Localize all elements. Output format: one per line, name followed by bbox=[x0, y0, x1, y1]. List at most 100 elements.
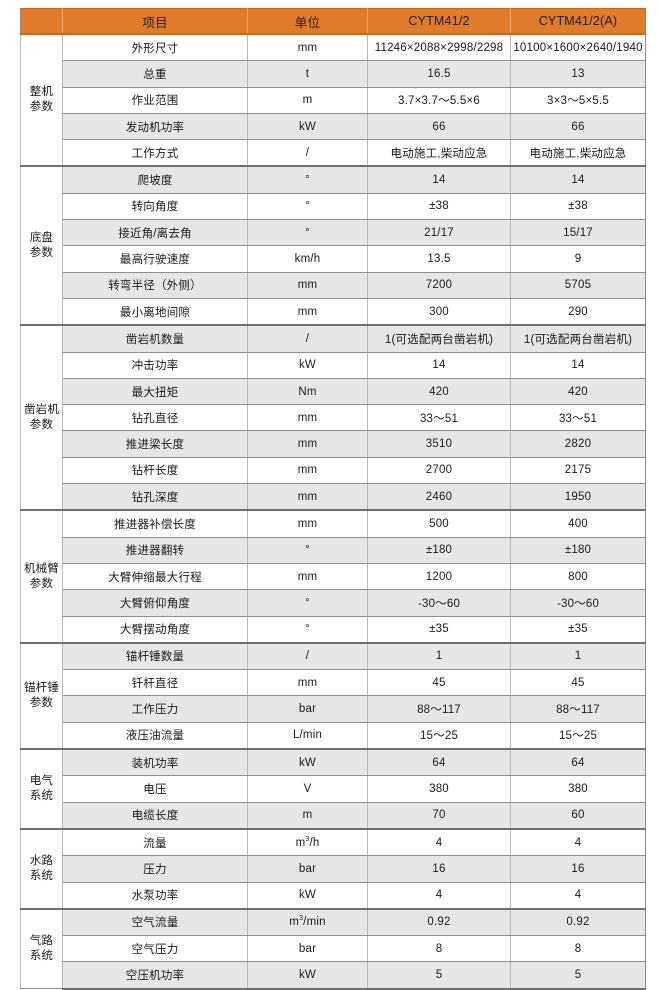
table-row: 转向角度 ° ±38 ±38 bbox=[21, 192, 646, 221]
row-item-name: 凿岩机数量 bbox=[62, 324, 248, 353]
row-item-name: 钻杆长度 bbox=[62, 456, 248, 485]
header-cell-unit: 单位 bbox=[247, 8, 368, 35]
header-cell-model-b: CYTM41/2(A) bbox=[510, 8, 646, 35]
section-label-line2: 参数 bbox=[29, 577, 54, 590]
table-row: 作业范围 m 3.7×3.7～5.5×6 3×3～5×5.5 bbox=[21, 86, 646, 114]
row-unit: m3/h bbox=[247, 827, 368, 857]
table-row: 水泵功率 kW 4 4 bbox=[21, 881, 646, 910]
row-unit: t bbox=[247, 60, 368, 88]
row-item-name: 钻孔直径 bbox=[62, 404, 248, 432]
row-unit: / bbox=[247, 139, 368, 168]
section-label-line2: 参数 bbox=[29, 696, 54, 709]
row-value-model-a: 电动施工,柴动应急 bbox=[367, 139, 511, 168]
section-label-line1: 气路 bbox=[29, 934, 54, 947]
row-item-name: 推进器补偿长度 bbox=[62, 509, 248, 538]
row-item-name: 冲击功率 bbox=[62, 351, 248, 379]
row-value-model-b: 60 bbox=[510, 801, 646, 830]
table-row: 液压油流量 L/min 15～25 15～25 bbox=[21, 721, 646, 751]
row-value-model-a: 300 bbox=[367, 297, 511, 327]
table-row: 锚杆锤 参数 锚杆锤数量/1 1 bbox=[20, 641, 646, 750]
row-value-model-a: 70 bbox=[367, 801, 511, 830]
row-value-model-b: 13 bbox=[510, 60, 646, 88]
table-row: 钻孔深度 mm 2460 1950 bbox=[21, 483, 646, 512]
section-label-line1: 底盘 bbox=[29, 231, 54, 244]
row-value-model-b: ±180 bbox=[510, 536, 646, 564]
row-unit: ° bbox=[247, 219, 368, 247]
table-row: 转弯半径（外侧） mm 7200 5705 bbox=[21, 271, 646, 299]
row-item-name: 转向角度 bbox=[62, 192, 248, 221]
row-value-model-b: 2820 bbox=[510, 430, 646, 458]
row-item-name: 钻孔深度 bbox=[62, 483, 248, 512]
row-unit: mm bbox=[247, 297, 368, 327]
section-label-line1: 锚杆锤 bbox=[23, 681, 60, 694]
row-unit: km/h bbox=[247, 245, 368, 273]
table-row: 最小离地间隙 mm 300 290 bbox=[21, 297, 646, 327]
row-value-model-a: 64 bbox=[367, 748, 511, 777]
section-label-line1: 整机 bbox=[29, 86, 54, 99]
row-value-model-b: 45 bbox=[510, 669, 646, 697]
row-item-name: 液压油流量 bbox=[62, 721, 248, 751]
row-value-model-a: 3.7×3.7～5.5×6 bbox=[367, 86, 511, 114]
row-unit: m bbox=[247, 801, 368, 830]
table-row: 冲击功率 kW 14 14 bbox=[21, 351, 646, 379]
table-header-row: 项目 单位 CYTM41/2 CYTM41/2(A) bbox=[20, 8, 646, 35]
table-row: 电气 系统 装机功率 kW 64 64 bbox=[20, 748, 646, 830]
row-value-model-a: ±38 bbox=[367, 192, 511, 221]
row-item-name: 总重 bbox=[62, 60, 248, 88]
row-unit: bar bbox=[247, 935, 368, 963]
row-value-model-b: 400 bbox=[510, 509, 646, 538]
row-item-name: 外形尺寸 bbox=[62, 33, 248, 62]
row-item-name: 空气流量 bbox=[62, 907, 248, 937]
row-unit: m bbox=[247, 86, 368, 114]
row-value-model-b: 33～51 bbox=[510, 404, 646, 432]
section-label-line1: 凿岩机 bbox=[23, 403, 60, 416]
row-value-model-a: 380 bbox=[367, 775, 511, 803]
row-unit: ° bbox=[247, 615, 368, 644]
row-value-model-b: 380 bbox=[510, 775, 646, 803]
table-row: 总重 t 16.5 13 bbox=[21, 60, 646, 88]
section-label-line1: 机械臂 bbox=[23, 562, 60, 575]
row-unit: kW bbox=[247, 961, 368, 990]
table-row: 推进梁长度 mm 3510 2820 bbox=[21, 430, 646, 458]
row-value-model-a: 14 bbox=[367, 165, 511, 194]
row-unit: mm bbox=[247, 483, 368, 512]
row-unit: mm bbox=[247, 430, 368, 458]
row-value-model-b: 64 bbox=[510, 748, 646, 777]
table-row: 压力 bar 16 16 bbox=[21, 855, 646, 883]
row-value-model-b: 14 bbox=[510, 351, 646, 379]
section-label-2: 底盘 参数 bbox=[20, 165, 63, 326]
row-unit: V bbox=[247, 775, 368, 803]
row-value-model-b: 0.92 bbox=[510, 907, 646, 937]
row-value-model-a: 5 bbox=[367, 961, 511, 990]
row-value-model-b: 290 bbox=[510, 297, 646, 327]
row-item-name: 转弯半径（外侧） bbox=[62, 271, 248, 299]
row-unit: kW bbox=[247, 112, 368, 141]
row-value-model-a: 4 bbox=[367, 827, 511, 857]
specification-table-container: 项目 单位 CYTM41/2 CYTM41/2(A) 整机 参数 外形尺寸 mm 11246×2… bbox=[20, 8, 646, 990]
row-unit: Nm bbox=[247, 377, 368, 406]
row-value-model-b: 1(可选配两台凿岩机) bbox=[510, 324, 646, 353]
table-row: 凿岩机 参数 凿岩机数量/1(可选配两台凿岩机) 1(可选配两台凿岩机) bbox=[20, 324, 646, 511]
section-label-line1: 电气 bbox=[29, 774, 54, 787]
row-value-model-b: 4 bbox=[510, 827, 646, 857]
row-unit: mm bbox=[247, 456, 368, 485]
row-unit: mm bbox=[247, 509, 368, 538]
row-value-model-a: 2460 bbox=[367, 483, 511, 512]
row-value-model-a: -30～60 bbox=[367, 589, 511, 617]
row-value-model-a: 420 bbox=[367, 377, 511, 406]
row-value-model-b: 14 bbox=[510, 165, 646, 194]
row-item-name: 作业范围 bbox=[62, 86, 248, 114]
section-label-line2: 参数 bbox=[29, 418, 54, 431]
row-value-model-a: ±180 bbox=[367, 536, 511, 564]
section-label-line2: 系统 bbox=[29, 949, 54, 962]
row-unit: m3/min bbox=[247, 907, 368, 937]
row-item-name: 大臂伸缩最大行程 bbox=[62, 562, 248, 591]
section-label-line2: 系统 bbox=[29, 789, 54, 802]
row-unit: ° bbox=[247, 589, 368, 617]
row-value-model-b: 800 bbox=[510, 562, 646, 591]
header-cell-model-a: CYTM41/2 bbox=[367, 8, 511, 35]
table-row: 电缆长度 m 70 60 bbox=[21, 801, 646, 830]
table-row: 大臂摆动角度 ° ±35 ±35 bbox=[21, 615, 646, 644]
row-value-model-a: ±35 bbox=[367, 615, 511, 644]
row-item-name: 大臂俯仰角度 bbox=[62, 589, 248, 617]
